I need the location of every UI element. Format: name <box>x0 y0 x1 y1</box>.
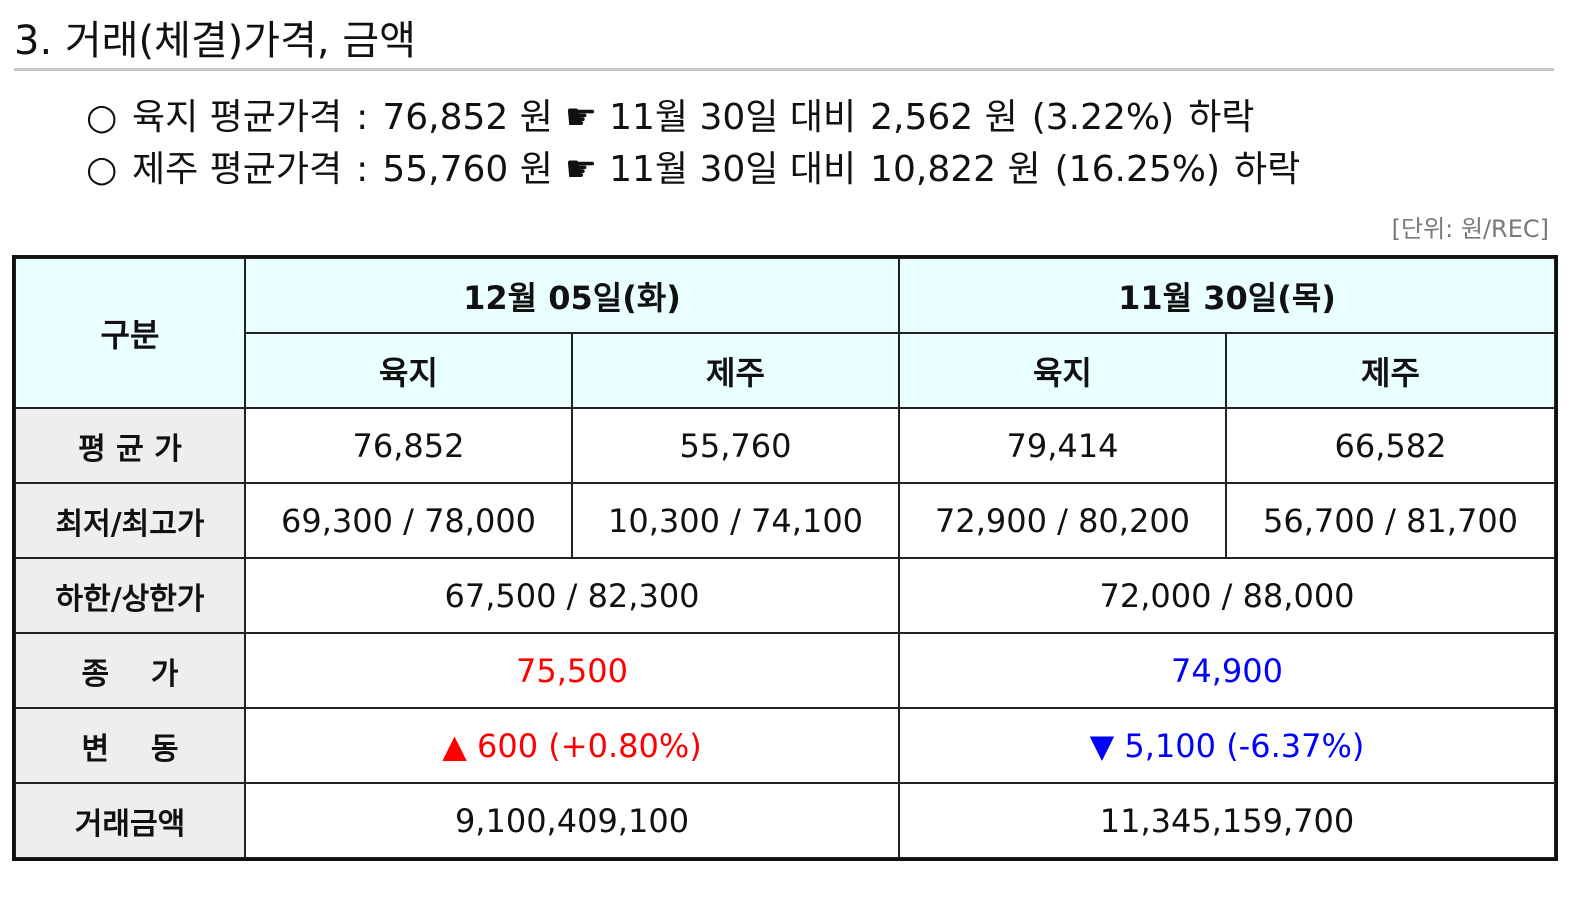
pointing-hand-icon: ☛ <box>564 97 598 138</box>
region-header-jeju: 제주 <box>1225 332 1556 409</box>
bullet-icon: ○ <box>86 149 118 190</box>
table-row: 종 가 75,500 74,900 <box>14 632 1556 709</box>
row-label-average: 평 균 가 <box>14 407 246 484</box>
row-label-close: 종 가 <box>14 632 246 709</box>
table-cell: 9,100,409,100 <box>244 782 900 859</box>
section-title: 3. 거래(체결)가격, 금액 <box>14 14 1554 71</box>
summary-price: 76,852 원 <box>382 97 553 138</box>
row-label-min-max: 최저/최고가 <box>14 482 246 559</box>
change-current: ▲ 600 (+0.80%) <box>244 707 900 784</box>
date-header-previous: 11월 30일(목) <box>898 257 1556 334</box>
summary-colon: : <box>356 97 369 138</box>
region-header-mainland: 육지 <box>244 332 573 409</box>
summary-pct: (3.22%) <box>1031 97 1175 138</box>
region-header-mainland: 육지 <box>898 332 1227 409</box>
table-cell: 66,582 <box>1225 407 1556 484</box>
table-row: 하한/상한가 67,500 / 82,300 72,000 / 88,000 <box>14 557 1556 634</box>
summary-label: 육지 평균가격 <box>132 97 343 138</box>
table-cell: 10,300 / 74,100 <box>571 482 900 559</box>
close-price-previous: 74,900 <box>898 632 1556 709</box>
table-row: 변 동 ▲ 600 (+0.80%) ▼ 5,100 (-6.37%) <box>14 707 1556 784</box>
table-cell: 67,500 / 82,300 <box>244 557 900 634</box>
summary-price: 55,760 원 <box>382 149 553 190</box>
summary-label: 제주 평균가격 <box>132 149 343 190</box>
summary-direction: 하락 <box>1234 149 1301 190</box>
table-cell: 55,760 <box>571 407 900 484</box>
table-cell: 76,852 <box>244 407 573 484</box>
summary-diff: 2,562 원 <box>870 97 1018 138</box>
summary-pct: (16.25%) <box>1054 149 1220 190</box>
table-cell: 69,300 / 78,000 <box>244 482 573 559</box>
bullet-icon: ○ <box>86 97 118 138</box>
table-cell: 79,414 <box>898 407 1227 484</box>
region-header-jeju: 제주 <box>571 332 900 409</box>
corner-header: 구분 <box>14 257 246 409</box>
summary-jeju: ○ 제주 평균가격:55,760 원 ☛ 11월 30일 대비 10,822 원 (16.… <box>86 148 1526 192</box>
summary-colon: : <box>356 149 369 190</box>
table-row: 거래금액 9,100,409,100 11,345,159,700 <box>14 782 1556 859</box>
summary-direction: 하락 <box>1188 97 1255 138</box>
pointing-hand-icon: ☛ <box>564 149 598 190</box>
summary-mainland: ○ 육지 평균가격:76,852 원 ☛ 11월 30일 대비 2,562 원 (3.22… <box>86 96 1526 140</box>
table-cell: 11,345,159,700 <box>898 782 1556 859</box>
row-label-limits: 하한/상한가 <box>14 557 246 634</box>
table-subheader-row: 육지 제주 육지 제주 <box>15 332 1556 409</box>
close-price-current: 75,500 <box>244 632 900 709</box>
summary-compare: 11월 30일 대비 <box>609 97 857 138</box>
table-cell: 56,700 / 81,700 <box>1225 482 1556 559</box>
row-label-amount: 거래금액 <box>14 782 246 859</box>
unit-label: [단위: 원/REC] <box>1391 215 1549 243</box>
row-label-change: 변 동 <box>14 707 246 784</box>
summary-diff: 10,822 원 <box>870 149 1041 190</box>
table-cell: 72,000 / 88,000 <box>898 557 1556 634</box>
price-table: 구분 12월 05일(화) 11월 30일(목) 육지 제주 육지 제주 평 균… <box>12 255 1558 861</box>
table-cell: 72,900 / 80,200 <box>898 482 1227 559</box>
table-header-row: 구분 12월 05일(화) 11월 30일(목) <box>14 257 1556 409</box>
table-row: 최저/최고가 69,300 / 78,000 10,300 / 74,100 7… <box>14 482 1556 559</box>
date-header-current: 12월 05일(화) <box>244 257 900 334</box>
change-previous: ▼ 5,100 (-6.37%) <box>898 707 1556 784</box>
table-row: 평 균 가 76,852 55,760 79,414 66,582 <box>14 407 1556 484</box>
summary-compare: 11월 30일 대비 <box>609 149 857 190</box>
